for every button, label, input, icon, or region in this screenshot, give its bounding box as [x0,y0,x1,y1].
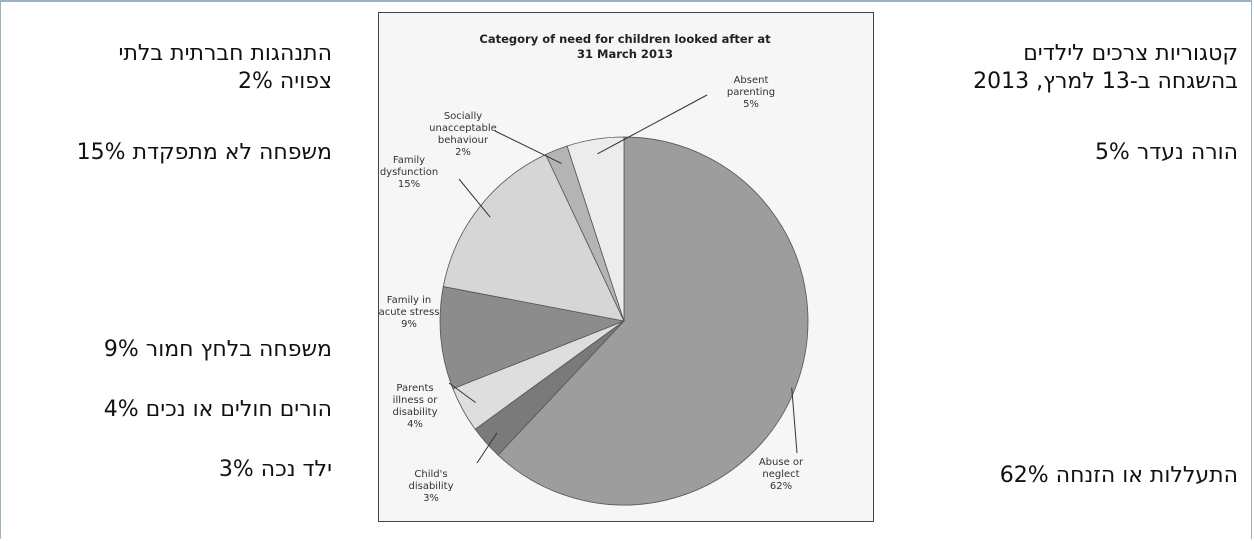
chart-title-line1: Category of need for children looked aft… [479,32,771,46]
pie-leader-line [458,178,491,218]
chart-title-line2: 31 March 2013 [577,47,673,61]
pie-slice-label: Socially unacceptable behaviour 2% [429,111,497,158]
pie-slice-label: Abuse or neglect 62% [759,457,804,492]
pie-slice-label: Family dysfunction 15% [380,155,438,190]
pie-labels: Abuse or neglect 62% Child's disability 3% Par… [379,75,804,504]
pie-slices [439,136,809,506]
absent-parenting-note: הורה נעדר 5% [1094,140,1238,165]
hebrew-title-line1: קטגוריות צרכים לילדים [1023,41,1238,66]
hebrew-title-line2: בהשגחה ב-13 למרץ, 2013 [973,69,1238,94]
pie-leader-line [791,387,798,454]
pie-chart: Category of need for children looked aft… [379,32,809,506]
pie-leader-lines [448,94,798,464]
pie-slice-label: Child's disability 3% [409,469,454,504]
pie-slice-label: Family in acute stress 9% [379,295,439,330]
pie-chart-panel: Category of need for children looked aft… [378,12,874,522]
social-behaviour-note: התנהגות חברתית בלתי צפויה 2% [30,40,332,96]
pie-slice [497,136,809,506]
pie-slice [442,153,625,322]
hebrew-title: קטגוריות צרכים לילדים בהשגחה ב-13 למרץ, … [900,40,1238,96]
pie-slice-label: Parents illness or disability 4% [393,383,439,430]
pie-leader-line [597,94,708,155]
pie-leader-line [448,382,476,404]
parents-illness-note: הורים חולים או נכים 4% [103,397,332,422]
pie-leader-line [494,130,562,165]
acute-stress-note: משפחה בלחץ חמור 9% [103,337,332,362]
abuse-neglect-note: התעללות או הזנחה 62% [999,463,1238,488]
social-behaviour-line1: התנהגות חברתית בלתי [118,41,332,66]
family-dysfunction-note: משפחה לא מתפקדת 15% [76,140,332,165]
pie-slice-label: Absent parenting 5% [727,75,775,110]
child-disability-note: ילד נכה 3% [218,457,332,482]
pie-leader-line [476,432,498,464]
pie-slice [566,136,625,322]
social-behaviour-line2: צפויה 2% [238,69,332,94]
